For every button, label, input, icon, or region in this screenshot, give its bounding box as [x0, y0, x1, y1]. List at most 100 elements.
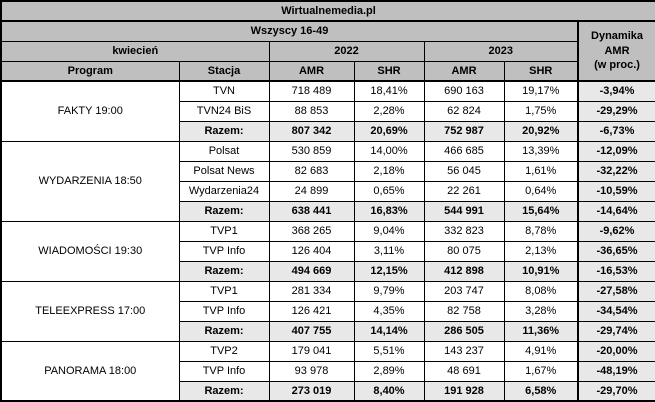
- shr-2023-cell: 1,67%: [503, 360, 579, 382]
- dynamics-cell: -14,64%: [576, 200, 655, 222]
- audience-row: Wszyscy 16-49 Dynamika AMR (w proc.): [0, 20, 655, 82]
- station-cell: TVP Info: [178, 360, 270, 382]
- period-row: kwiecień 2022 2023: [0, 40, 655, 62]
- shr-2023-cell: 3,28%: [503, 300, 579, 322]
- shr-2022-cell: 16,83%: [353, 200, 425, 222]
- program-cell: WIADOMOŚCI 19:30: [0, 220, 180, 282]
- shr-2023-column-header: SHR: [503, 60, 579, 82]
- shr-2022-cell: 14,00%: [353, 140, 425, 162]
- amr-2023-cell: 286 505: [423, 320, 505, 342]
- amr-2023-cell: 752 987: [423, 120, 505, 142]
- amr-2022-cell: 88 853: [268, 100, 355, 122]
- station-cell: Razem:: [178, 320, 270, 342]
- station-cell: TVP1: [178, 220, 270, 242]
- shr-2022-cell: 20,69%: [353, 120, 425, 142]
- amr-2023-cell: 80 075: [423, 240, 505, 262]
- amr-2022-cell: 281 334: [268, 280, 355, 302]
- station-column-header: Stacja: [178, 60, 270, 82]
- program-cell: PANORAMA 18:00: [0, 340, 180, 402]
- column-header-row: Program Stacja AMR SHR AMR SHR: [0, 60, 655, 82]
- amr-2023-cell: 56 045: [423, 160, 505, 182]
- table-row: WYDARZENIA 18:50 Polsat 530 859 14,00% 466 6…: [0, 140, 655, 222]
- shr-2023-cell: 2,13%: [503, 240, 579, 262]
- shr-2022-cell: 2,18%: [353, 160, 425, 182]
- amr-2022-cell: 24 899: [268, 180, 355, 202]
- shr-2023-cell: 11,36%: [503, 320, 579, 342]
- shr-2022-cell: 12,15%: [353, 260, 425, 282]
- table-row: PANORAMA 18:00 TVP2 179 041 5,51% 143 237 4,9…: [0, 340, 655, 402]
- shr-2022-cell: 0,65%: [353, 180, 425, 202]
- dynamics-column-header: Dynamika AMR (w proc.): [576, 20, 655, 82]
- amr-2022-cell: 638 441: [268, 200, 355, 222]
- shr-2023-cell: 13,39%: [503, 140, 579, 162]
- program-cell: FAKTY 19:00: [0, 80, 180, 142]
- amr-2023-cell: 48 691: [423, 360, 505, 382]
- shr-2022-cell: 18,41%: [353, 80, 425, 102]
- dynamics-cell: -9,62%: [576, 220, 655, 242]
- table-row: TELEEXPRESS 17:00 TVP1 281 334 9,79% 203 747…: [0, 280, 655, 342]
- table-row: Razem: 407 755 14,14% 286 505 11,36% -29,74%: [1, 320, 655, 342]
- dynamics-cell: -34,54%: [576, 300, 655, 322]
- shr-2023-cell: 15,64%: [503, 200, 579, 222]
- title-row: Wirtualnemedia.pl: [0, 0, 655, 22]
- amr-2023-cell: 544 991: [423, 200, 505, 222]
- amr-2023-cell: 191 928: [423, 380, 505, 402]
- amr-2023-cell: 22 261: [423, 180, 505, 202]
- month-header: kwiecień: [0, 40, 270, 62]
- amr-2022-cell: 93 978: [268, 360, 355, 382]
- station-cell: TVP Info: [178, 300, 270, 322]
- amr-2022-cell: 807 342: [268, 120, 355, 142]
- dynamics-cell: -12,09%: [576, 140, 655, 162]
- station-cell: TVP2: [178, 340, 270, 362]
- dynamics-cell: -29,74%: [576, 320, 655, 342]
- shr-2022-cell: 14,14%: [353, 320, 425, 342]
- amr-2022-cell: 530 859: [268, 140, 355, 162]
- amr-2022-cell: 273 019: [268, 380, 355, 402]
- station-cell: Razem:: [178, 260, 270, 282]
- dynamics-cell: -48,19%: [576, 360, 655, 382]
- program-column-header: Program: [0, 60, 180, 82]
- amr-2022-cell: 126 421: [268, 300, 355, 322]
- table-body: FAKTY 19:00 TVN 718 489 18,41% 690 163 19,17%…: [0, 80, 655, 402]
- station-cell: TVP Info: [178, 240, 270, 262]
- shr-2023-cell: 4,91%: [503, 340, 579, 362]
- station-cell: TVP1: [178, 280, 270, 302]
- amr-2022-cell: 368 265: [268, 220, 355, 242]
- amr-2023-column-header: AMR: [423, 60, 505, 82]
- station-cell: Razem:: [178, 200, 270, 222]
- amr-2023-cell: 466 685: [423, 140, 505, 162]
- table-row: TVP Info 93 978 2,89% 48 691 1,67% -48,19%: [1, 360, 655, 382]
- station-cell: Razem:: [178, 120, 270, 142]
- amr-2022-cell: 494 669: [268, 260, 355, 282]
- dynamics-cell: -20,00%: [576, 340, 655, 362]
- shr-2023-cell: 10,91%: [503, 260, 579, 282]
- dynamics-cell: -32,22%: [576, 160, 655, 182]
- dynamics-cell: -6,73%: [576, 120, 655, 142]
- dynamics-cell: -36,65%: [576, 240, 655, 262]
- station-cell: Wydarzenia24: [178, 180, 270, 202]
- amr-2022-cell: 407 755: [268, 320, 355, 342]
- amr-2023-cell: 690 163: [423, 80, 505, 102]
- shr-2022-cell: 2,89%: [353, 360, 425, 382]
- program-cell: TELEEXPRESS 17:00: [0, 280, 180, 342]
- shr-2023-cell: 1,75%: [503, 100, 579, 122]
- year-2022-header: 2022: [268, 40, 425, 62]
- amr-2022-column-header: AMR: [268, 60, 355, 82]
- amr-2022-cell: 126 404: [268, 240, 355, 262]
- shr-2023-cell: 1,61%: [503, 160, 579, 182]
- table-row: WIADOMOŚCI 19:30 TVP1 368 265 9,04% 332 823 8…: [0, 220, 655, 282]
- shr-2022-cell: 3,11%: [353, 240, 425, 262]
- shr-2022-cell: 9,79%: [353, 280, 425, 302]
- table-row: Polsat News 82 683 2,18% 56 045 1,61% -32,22%: [1, 160, 655, 182]
- dynamics-cell: -10,59%: [576, 180, 655, 202]
- amr-2022-cell: 718 489: [268, 80, 355, 102]
- amr-2023-cell: 412 898: [423, 260, 505, 282]
- amr-2022-cell: 179 041: [268, 340, 355, 362]
- shr-2022-cell: 4,35%: [353, 300, 425, 322]
- amr-2023-cell: 62 824: [423, 100, 505, 122]
- shr-2022-column-header: SHR: [353, 60, 425, 82]
- station-cell: Polsat: [178, 140, 270, 162]
- station-cell: Polsat News: [178, 160, 270, 182]
- table-row: TVN24 BiS 88 853 2,28% 62 824 1,75% -29,29%: [1, 100, 655, 122]
